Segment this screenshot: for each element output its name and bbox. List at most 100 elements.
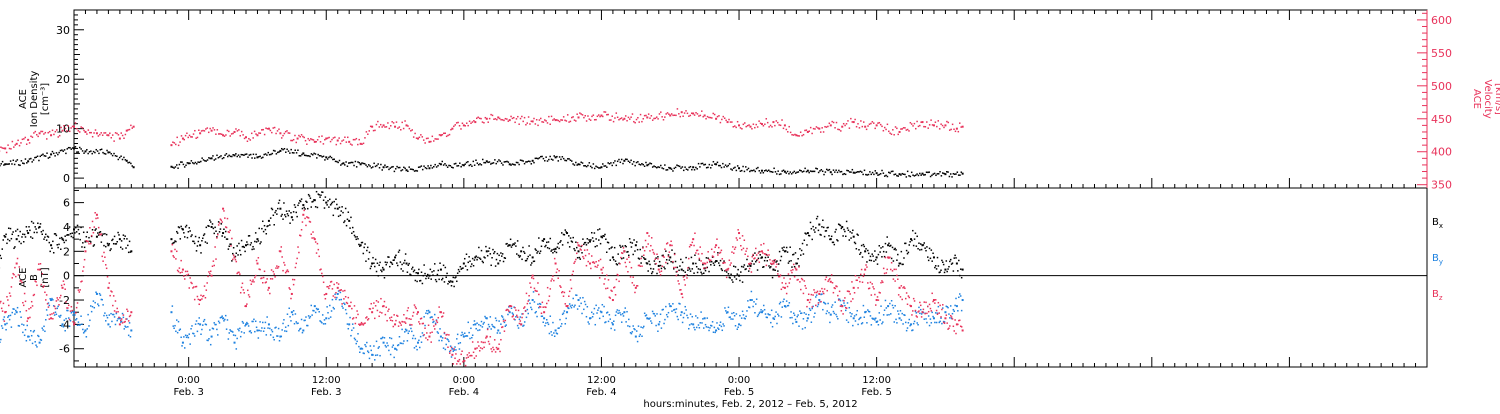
velocity-point [959, 122, 961, 124]
bx-point [303, 207, 305, 209]
bz-point [403, 314, 405, 316]
velocity-point [32, 136, 33, 138]
velocity-point [896, 128, 898, 130]
ion-density-point [943, 173, 945, 175]
velocity-point [648, 113, 650, 115]
bz-point [107, 276, 109, 278]
bz-point [17, 258, 19, 260]
ion-density-point [86, 149, 88, 151]
bx-point [734, 276, 736, 278]
velocity-point [536, 119, 538, 121]
bz-point [577, 242, 579, 244]
by-point [701, 322, 703, 324]
by-point [821, 293, 823, 295]
by-point [172, 325, 174, 327]
velocity-point [688, 115, 690, 117]
by-point [215, 324, 217, 326]
bz-point [406, 317, 408, 319]
bx-point [521, 259, 523, 261]
bx-point [238, 243, 240, 245]
velocity-point [897, 134, 899, 136]
bz-point [370, 308, 372, 310]
bx-point [106, 234, 108, 236]
ion-density-point [105, 153, 107, 155]
bz-point [238, 272, 240, 274]
bx-point [853, 236, 855, 238]
bz-point [199, 299, 201, 301]
bx-point [204, 233, 206, 235]
by-point [752, 306, 754, 308]
ion-density-point [645, 162, 647, 164]
velocity-point [617, 117, 619, 119]
ion-density-point [212, 155, 214, 157]
by-point [822, 309, 824, 311]
ion-density-point [64, 149, 66, 151]
by-point [870, 315, 872, 317]
bz-point [479, 350, 481, 352]
by-point [405, 329, 407, 331]
ion-density-point [688, 167, 690, 169]
ion-density-point [811, 171, 813, 173]
ion-density-point [489, 161, 491, 163]
bz-point [130, 315, 132, 317]
velocity-point [309, 140, 311, 142]
by-point [114, 316, 116, 318]
ion-density-point [937, 173, 939, 175]
bz-point [221, 220, 223, 222]
by-point [236, 348, 238, 350]
ion-density-point [434, 164, 436, 166]
by-point [439, 328, 441, 330]
velocity-point [766, 118, 768, 120]
bx-point [427, 274, 429, 276]
bz-point [681, 293, 683, 295]
bz-point [301, 229, 303, 231]
by-point [561, 323, 563, 325]
bx-point [782, 247, 784, 249]
bx-point [681, 269, 683, 271]
by-point [871, 324, 873, 326]
by-point [25, 329, 27, 331]
by-point [776, 323, 778, 325]
ion-density-point [42, 154, 44, 156]
velocity-point [804, 130, 806, 132]
by-point [722, 330, 724, 332]
by-point [65, 318, 67, 320]
bz-point [14, 267, 16, 269]
by-point [805, 313, 807, 315]
by-point [78, 321, 80, 323]
bz-point [426, 332, 428, 334]
velocity-point [830, 124, 832, 126]
by-point [468, 322, 470, 324]
velocity-point [850, 118, 852, 120]
by-point [958, 297, 960, 299]
bz-point [555, 262, 557, 264]
bx-point [833, 242, 835, 244]
bx-point [367, 247, 369, 249]
by-point [722, 323, 724, 325]
ion-density-point [686, 168, 688, 170]
velocity-point [784, 124, 786, 126]
by-point [385, 346, 387, 348]
velocity-point [197, 137, 199, 139]
bx-point [629, 238, 631, 240]
by-point [39, 342, 41, 344]
bz-point [344, 290, 346, 292]
bx-point [332, 202, 334, 204]
bx-point [500, 252, 502, 254]
ion-density-point [359, 162, 361, 164]
velocity-point [113, 140, 115, 142]
bx-point [680, 259, 682, 261]
bx-point [954, 255, 956, 257]
bz-point [45, 299, 47, 301]
bx-point [457, 272, 459, 274]
by-point [354, 338, 356, 340]
bz-point [530, 287, 532, 289]
by-point [356, 341, 358, 343]
by-point [410, 328, 412, 330]
bx-point [79, 233, 81, 235]
ion-density-point [267, 152, 269, 154]
bx-point [496, 259, 498, 261]
bz-point [497, 349, 499, 351]
bz-point [67, 307, 69, 309]
bz-point [328, 288, 330, 290]
